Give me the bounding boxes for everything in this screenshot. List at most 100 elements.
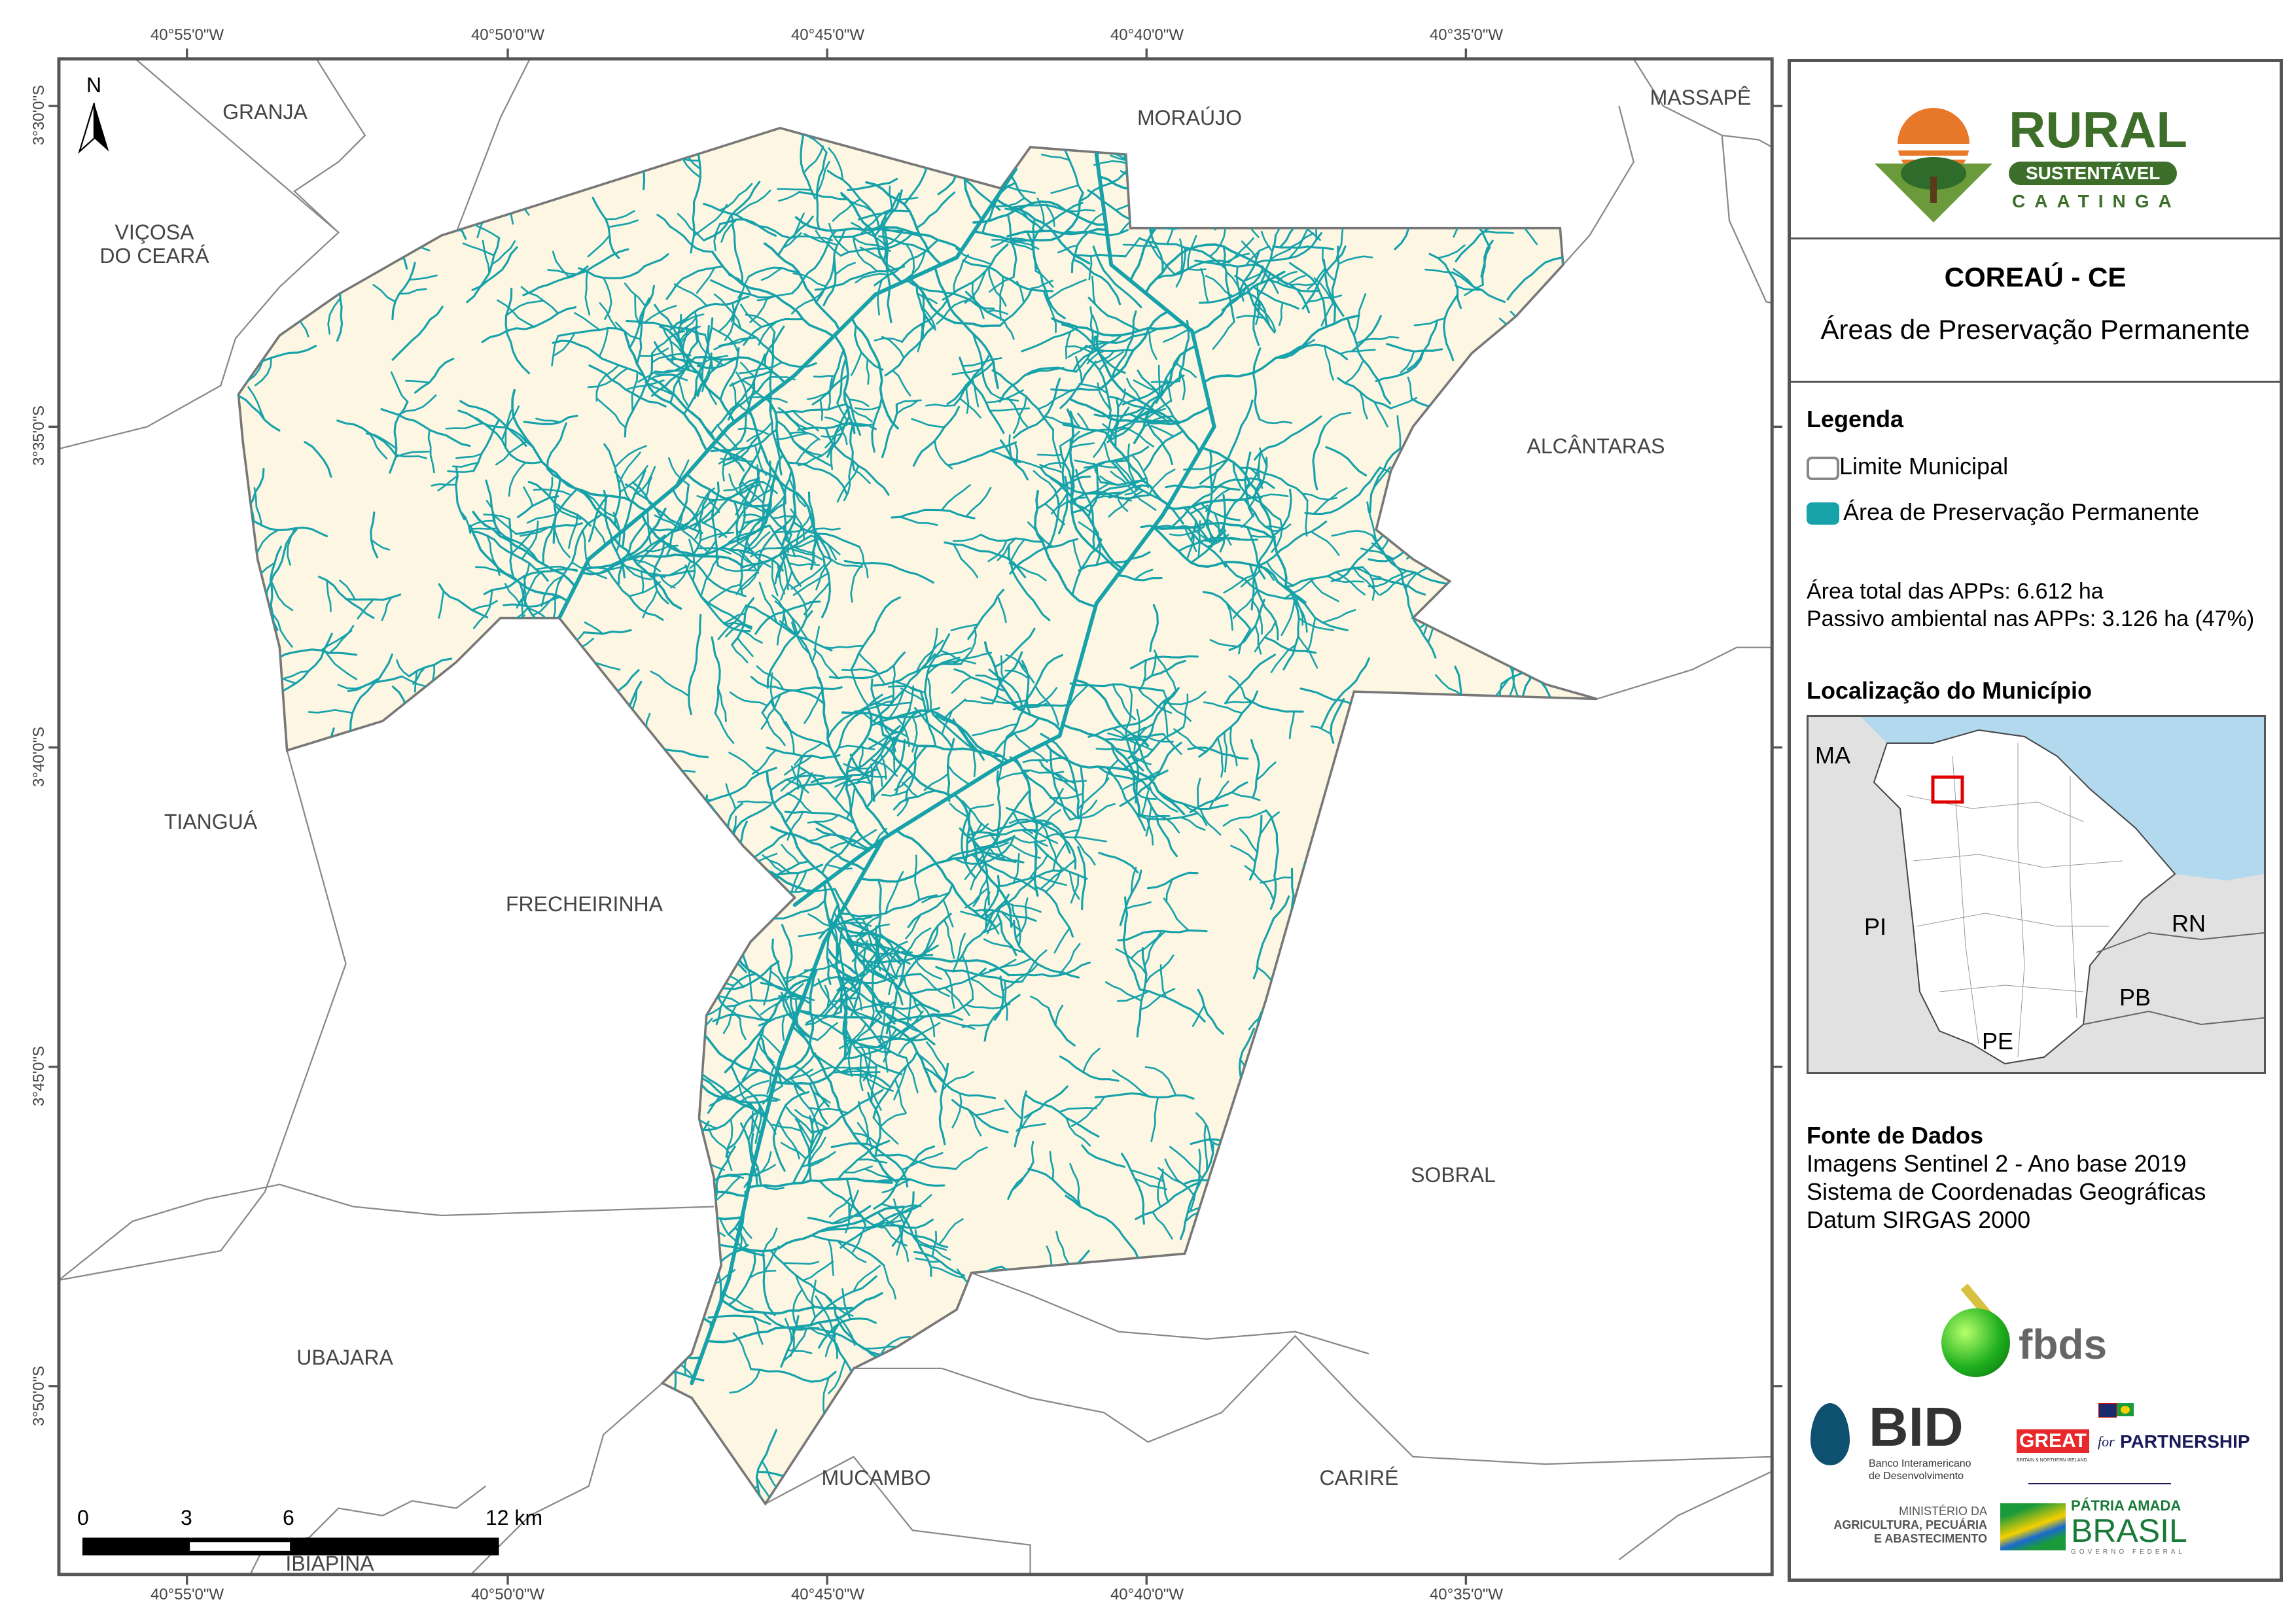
river-segment: [833, 1305, 891, 1357]
river-segment: [408, 1072, 436, 1092]
river-segment: [438, 590, 445, 619]
river-segment: [1033, 139, 1063, 145]
river-segment: [719, 1218, 747, 1252]
river-segment: [424, 1283, 458, 1367]
river-segment: [423, 768, 468, 811]
ministerio-line: AGRICULTURA, PECUÁRIA: [1833, 1518, 1987, 1531]
river-segment: [423, 971, 456, 977]
river-segment: [1510, 757, 1569, 776]
river-segment: [1496, 1403, 1513, 1425]
river-segment: [1270, 489, 1292, 538]
river-segment: [698, 370, 717, 406]
river-segment: [776, 610, 785, 646]
river-segment: [752, 1105, 761, 1132]
river-segment: [1058, 943, 1081, 977]
river-segment: [269, 1244, 296, 1262]
river-segment: [608, 1154, 697, 1160]
river-segment: [1252, 285, 1299, 310]
river-segment: [1190, 493, 1226, 564]
river-segment: [1119, 741, 1182, 807]
river-segment: [1122, 725, 1185, 771]
river-segment: [780, 992, 812, 1039]
river-segment: [731, 216, 744, 286]
river-segment: [999, 439, 1029, 481]
river-segment: [1443, 1075, 1464, 1119]
river-segment: [612, 512, 621, 553]
river-segment: [1205, 275, 1234, 298]
river-segment: [918, 1054, 945, 1083]
river-segment: [747, 266, 800, 278]
municipality-label: UBAJARA: [296, 1346, 393, 1369]
river-segment: [1095, 747, 1137, 754]
river-segment: [1368, 570, 1408, 587]
river-segment: [1385, 343, 1443, 353]
river-segment: [770, 826, 866, 872]
river-segment: [830, 840, 857, 849]
river-segment: [1000, 655, 1005, 682]
river-segment: [497, 1100, 501, 1132]
river-segment: [740, 561, 765, 591]
river-segment: [271, 1233, 347, 1263]
river-segment: [239, 1425, 279, 1442]
river-segment: [980, 533, 1044, 543]
river-segment: [942, 899, 954, 928]
river-segment: [883, 1024, 891, 1063]
river-segment: [1243, 696, 1304, 713]
river-segment: [821, 432, 843, 438]
great-partnership-logo: GREAT for PARTNERSHIP BRITAIN & NORTHERN…: [2017, 1397, 2275, 1484]
river-segment: [404, 821, 451, 829]
river-segment: [869, 758, 898, 777]
river-segment: [1232, 461, 1282, 521]
river-segment: [530, 994, 572, 1058]
river-segment: [964, 699, 994, 705]
river-segment: [328, 1216, 391, 1295]
river-segment: [1047, 279, 1087, 300]
river-segment: [502, 1249, 586, 1261]
river-segment: [1108, 489, 1144, 518]
river-segment: [760, 267, 783, 281]
river-segment: [774, 403, 847, 413]
river-segment: [457, 410, 534, 448]
river-segment: [1212, 321, 1235, 350]
river-segment: [306, 1493, 345, 1498]
river-segment: [1324, 345, 1334, 381]
location-inset-map: MA PI RN PB PE: [1807, 715, 2266, 1074]
river-segment: [784, 754, 813, 776]
river-segment: [381, 596, 393, 621]
river-segment: [1002, 963, 1039, 991]
river-segment: [1163, 328, 1190, 343]
river-segment: [967, 1108, 982, 1137]
river-segment: [1044, 741, 1186, 816]
river-segment: [1093, 160, 1131, 166]
river-segment: [516, 495, 559, 518]
river-segment: [949, 803, 970, 819]
river-segment: [1107, 92, 1125, 120]
river-segment: [576, 1096, 610, 1133]
river-segment: [863, 1168, 894, 1181]
river-segment: [1008, 434, 1012, 458]
river-segment: [1260, 230, 1273, 253]
river-segment: [1448, 954, 1468, 1045]
river-segment: [654, 128, 693, 133]
river-segment: [1069, 442, 1095, 449]
river-segment: [1199, 808, 1222, 836]
brasil-line: PÁTRIA AMADA: [2071, 1497, 2181, 1514]
river-segment: [688, 850, 754, 885]
river-segment: [670, 559, 692, 589]
river-segment: [1250, 739, 1260, 797]
river-segment: [603, 443, 622, 527]
river-segment: [923, 633, 951, 712]
river-segment: [626, 1367, 647, 1402]
river-segment: [915, 283, 936, 331]
river-segment: [970, 853, 1036, 891]
river-segment: [776, 538, 818, 550]
river-segment: [987, 539, 1008, 563]
river-segment: [908, 277, 1002, 328]
river-segment: [1075, 356, 1083, 383]
river-segment: [573, 1465, 595, 1476]
river-segment: [455, 453, 483, 459]
river-segment: [1351, 566, 1382, 578]
great-text: GREAT: [2017, 1429, 2089, 1453]
river-segment: [1148, 784, 1178, 813]
river-segment: [668, 457, 690, 486]
